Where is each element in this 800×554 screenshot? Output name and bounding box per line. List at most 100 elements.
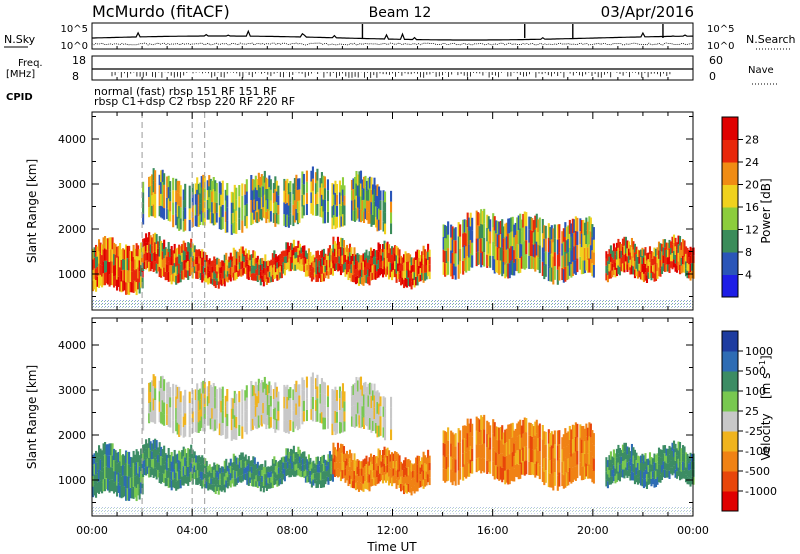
power-echo-cell [532,244,535,257]
power-echo-cell [383,202,387,213]
velocity-echo-cell [249,471,252,478]
power-echo-cell [359,262,362,270]
power-echo-cell [198,263,201,271]
power-echo-cell [98,251,101,264]
power-echo-cell [644,263,647,273]
power-echo-cell [213,256,216,264]
velocity-echo-cell [259,477,262,485]
power-echo-cell [262,196,265,208]
velocity-echo-cell [220,485,223,492]
power-echo-cell [465,233,468,247]
power-echo-cell [541,218,544,234]
velocity-echo-cell [132,474,135,487]
velocity-echo-cell [451,445,454,459]
power-echo-cell [381,252,385,261]
velocity-echo-cell [312,479,315,486]
velocity-echo-cell [342,454,346,462]
power-echo-cell [194,194,197,205]
velocity-echo-cell [298,384,301,396]
power-echo-cell [355,208,358,221]
velocity-echo-cell [647,465,650,472]
power-echo-cell [284,192,287,204]
velocity-echo-cell [495,452,498,466]
velocity-echo-cell [611,476,614,484]
velocity-echo-cell [283,456,286,463]
velocity-echo-cell [229,465,232,474]
velocity-echo-cell [275,408,278,419]
velocity-echo-cell [367,406,370,419]
colorbar-tick-label: 4 [745,269,752,282]
velocity-echo-cell [641,453,644,462]
velocity-echo-cell [516,450,519,464]
power-echo-cell [356,260,359,269]
velocity-echo-cell [375,456,379,464]
power-echo-cell [421,251,424,259]
power-echo-cell [188,185,191,198]
velocity-echo-cell [167,457,170,468]
power-echo-cell [310,170,313,182]
power-echo-cell [138,260,141,272]
power-echo-cell [197,194,200,206]
power-echo-cell [250,254,253,261]
velocity-echo-cell [122,475,125,487]
power-echo-cell [179,246,182,256]
power-echo-cell [284,215,287,228]
velocity-echo-cell [364,403,367,415]
power-echo-cell [379,200,382,211]
velocity-echo-cell [677,467,680,477]
velocity-echo-cell [216,463,219,471]
power-echo-cell [196,189,199,203]
power-echo-cell [612,267,615,276]
power-echo-cell [196,214,199,227]
power-echo-cell [550,253,553,268]
power-echo-cell [134,259,137,271]
power-echo-cell [218,193,221,206]
velocity-echo-cell [343,391,346,402]
power-echo-cell [298,243,301,251]
power-echo-cell [251,179,254,191]
velocity-echo-cell [638,456,641,464]
power-echo-cell [208,264,211,271]
power-echo-cell [319,251,322,259]
velocity-echo-cell [353,394,357,406]
power-echo-cell [478,213,481,227]
power-echo-cell [229,267,232,275]
power-echo-cell [422,264,425,274]
power-echo-cell [547,223,550,238]
velocity-echo-cell [454,459,457,473]
power-echo-cell [93,247,96,258]
velocity-echo-cell [195,462,198,471]
power-echo-cell [140,276,143,288]
power-y-tick-label: 2000 [58,223,86,236]
power-echo-cell [654,272,658,282]
power-echo-cell [633,252,636,261]
velocity-echo-cell [369,470,373,479]
power-echo-cell [216,264,219,272]
power-echo-cell [260,197,263,209]
power-echo-cell [663,239,667,248]
power-echo-cell [457,250,460,265]
velocity-echo-cell [365,464,368,473]
velocity-echo-cell [413,470,416,479]
power-echo-cell [588,244,591,259]
power-echo-cell [378,244,382,252]
power-echo-cell [462,260,465,275]
power-echo-cell [99,253,102,265]
velocity-echo-cell [406,467,409,477]
velocity-echo-cell [328,458,331,467]
power-echo-cell [202,266,205,274]
power-echo-cell [498,221,501,235]
power-echo-cell [341,201,345,215]
velocity-echo-cell [268,381,271,394]
power-echo-cell [226,271,229,277]
velocity-echo-cell [167,477,170,488]
velocity-echo-cell [297,468,300,476]
power-echo-cell [677,235,680,245]
velocity-echo-cell [234,478,237,487]
velocity-echo-cell [666,470,670,478]
velocity-echo-cell [404,474,407,484]
power-echo-cell [383,240,386,250]
power-echo-cell [481,224,484,239]
power-echo-cell [669,254,673,262]
velocity-echo-cell [583,466,586,480]
